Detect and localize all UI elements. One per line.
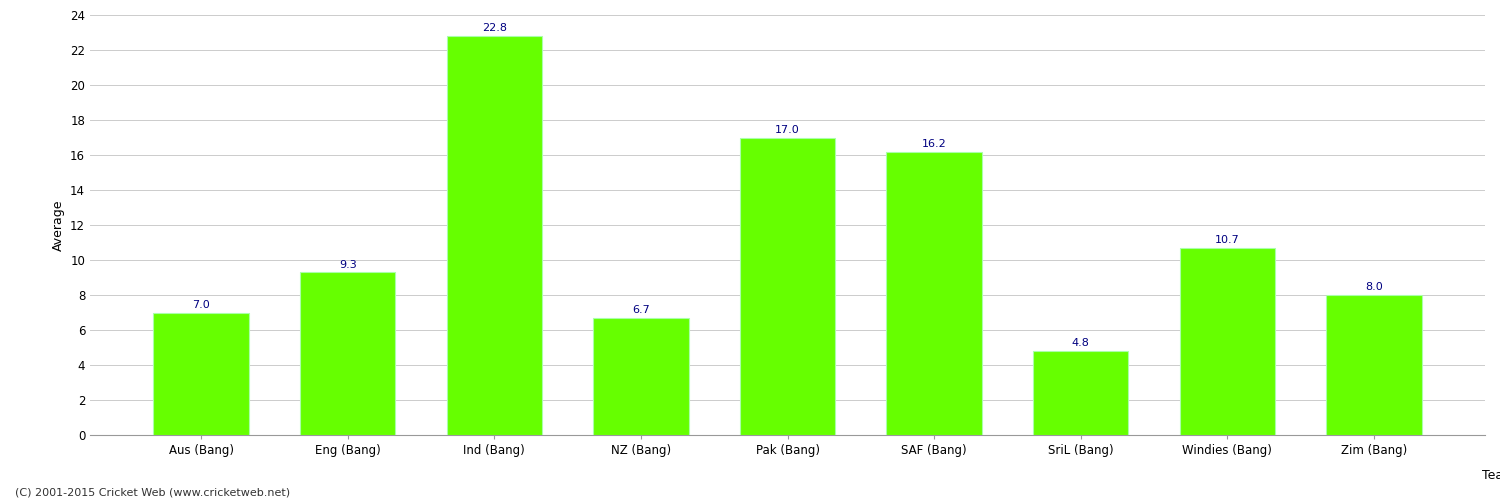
Text: (C) 2001-2015 Cricket Web (www.cricketweb.net): (C) 2001-2015 Cricket Web (www.cricketwe…: [15, 488, 290, 498]
Text: 9.3: 9.3: [339, 260, 357, 270]
Bar: [886, 152, 983, 435]
Text: 8.0: 8.0: [1365, 282, 1383, 292]
Bar: [300, 272, 396, 435]
Bar: [740, 138, 836, 435]
Text: 4.8: 4.8: [1072, 338, 1089, 348]
Bar: [592, 318, 688, 435]
Bar: [1326, 295, 1422, 435]
Text: 10.7: 10.7: [1215, 235, 1239, 245]
X-axis label: Team: Team: [1482, 468, 1500, 481]
Bar: [153, 312, 249, 435]
Y-axis label: Average: Average: [51, 199, 64, 251]
Text: 6.7: 6.7: [632, 305, 650, 315]
Bar: [447, 36, 542, 435]
Text: 22.8: 22.8: [482, 24, 507, 34]
Text: 16.2: 16.2: [921, 139, 946, 149]
Bar: [1179, 248, 1275, 435]
Text: 17.0: 17.0: [776, 125, 800, 135]
Bar: [1034, 351, 1128, 435]
Text: 7.0: 7.0: [192, 300, 210, 310]
